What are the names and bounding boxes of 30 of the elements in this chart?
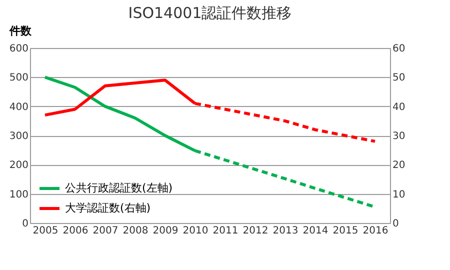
x-tick-label: 2014 [302,226,328,236]
x-tick-label: 2012 [242,226,268,236]
legend-label: 大学認証数(右軸) [65,202,151,214]
x-tick-label: 2009 [152,226,178,236]
x-tick-label: 2016 [362,226,388,236]
y2-tick-label: 50 [392,72,406,84]
y-tick-label: 500 [9,72,28,84]
y-axis-title: 件数 [8,24,32,38]
y-tick-label: 300 [9,131,28,142]
y-tick-label: 0 [22,218,28,230]
x-tick-label: 2015 [332,226,358,236]
x-tick-label: 2008 [122,226,148,236]
y2-tick-label: 0 [392,218,399,230]
x-tick-label: 2011 [212,226,238,236]
x-tick-label: 2006 [62,226,88,236]
y2-tick-label: 20 [392,160,406,172]
y-tick-label: 600 [9,44,28,54]
x-tick-label: 2005 [32,226,58,236]
legend-label: 公共行政認証数(左軸) [65,182,173,194]
y2-tick-label: 60 [392,44,406,54]
x-tick-label: 2007 [92,226,118,236]
y2-tick-label: 40 [392,102,406,113]
y-tick-label: 200 [9,160,28,172]
x-tick-label: 2013 [272,226,298,236]
x-tick-label: 2010 [182,226,208,236]
y-tick-label: 400 [9,102,28,113]
chart-title: ISO14001認証件数推移 [128,4,292,22]
y-tick-label: 100 [9,189,28,200]
y2-tick-label: 10 [392,189,406,200]
y2-tick-label: 30 [392,131,406,142]
